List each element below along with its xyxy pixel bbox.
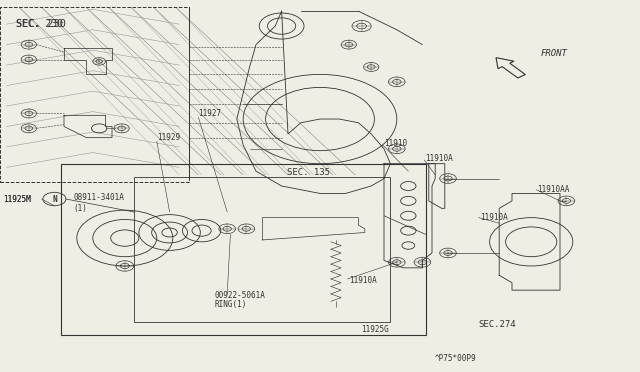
Text: 11910: 11910 [384, 139, 407, 148]
Text: 11927: 11927 [198, 109, 221, 118]
Text: 11910A: 11910A [480, 213, 508, 222]
Text: N: N [52, 195, 57, 203]
Text: 11910AA: 11910AA [538, 185, 570, 194]
Text: 11925G: 11925G [362, 325, 389, 334]
Text: 11910A: 11910A [426, 154, 453, 163]
Bar [61, 164, 426, 335]
Bar [0, 7, 189, 182]
Text: ^P75*00P9: ^P75*00P9 [435, 355, 477, 363]
Text: FRONT: FRONT [541, 49, 568, 58]
Text: RING(1): RING(1) [214, 300, 247, 309]
Text: 00922-5061A: 00922-5061A [214, 291, 265, 300]
Text: 11910A: 11910A [349, 276, 376, 285]
Bar [134, 177, 390, 322]
Text: SEC.274: SEC.274 [479, 320, 516, 329]
Text: SEC. 135: SEC. 135 [287, 169, 330, 177]
Text: SEC. 230: SEC. 230 [16, 19, 66, 29]
Text: 11925M: 11925M [3, 195, 31, 203]
Text: 08911-3401A: 08911-3401A [74, 193, 124, 202]
Text: 11929: 11929 [157, 133, 180, 142]
Text: 11925M: 11925M [3, 195, 31, 203]
Text: (1): (1) [74, 204, 88, 213]
Text: SEC. 230: SEC. 230 [16, 19, 63, 29]
